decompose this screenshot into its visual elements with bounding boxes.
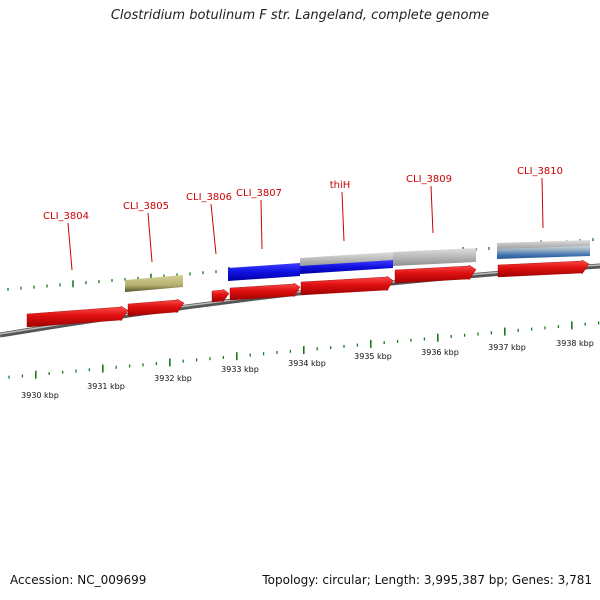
gene-arrow-cli-3807 — [229, 282, 301, 301]
gene-label-leader — [260, 199, 263, 250]
gene-arrow-cli-3810 — [497, 259, 590, 278]
gene-label-leader — [67, 222, 73, 271]
gene-labels: CLI_3804 CLI_3805 CLI_3806 CLI_3807 thiH CLI_… — [43, 166, 563, 271]
gene-arrow-cli-3804 — [26, 305, 129, 328]
kbp-label: 3934 kbp — [288, 359, 326, 368]
kbp-label-group: 3930 kbp 3931 kbp 3932 kbp 3933 kbp 3934 kbp… — [21, 339, 594, 400]
kbp-label: 3937 kbp — [488, 343, 526, 352]
tick-row-lower — [8, 321, 600, 379]
gene-label: thiH — [330, 180, 351, 191]
gene-label: CLI_3807 — [236, 188, 282, 199]
genome-title: Clostridium botulinum F str. Langeland, … — [110, 8, 490, 23]
protein-features — [125, 240, 590, 292]
protein-bar-olive — [125, 275, 183, 292]
gene-arrow-cli-3809 — [394, 264, 477, 284]
kbp-label: 3935 kbp — [354, 352, 392, 361]
gene-label-leader — [541, 177, 544, 229]
protein-bar-blue-2 — [300, 260, 393, 274]
kbp-label: 3931 kbp — [87, 382, 125, 391]
kbp-label: 3932 kbp — [154, 374, 192, 383]
topology-text: Topology: circular; Length: 3,995,387 bp… — [262, 573, 592, 587]
kbp-label: 3933 kbp — [221, 365, 259, 374]
gene-arrow-cli-3806 — [211, 288, 230, 303]
protein-bar-steel — [497, 246, 590, 259]
accession-text: Accession: NC_009699 — [10, 573, 147, 587]
protein-bar-gray-2 — [393, 248, 476, 266]
kbp-label: 3936 kbp — [421, 348, 459, 357]
kbp-label: 3930 kbp — [21, 391, 59, 400]
gene-label: CLI_3809 — [406, 174, 452, 185]
gene-arrows — [26, 259, 590, 328]
gene-label: CLI_3805 — [123, 201, 169, 212]
kbp-label: 3938 kbp — [556, 339, 594, 348]
gene-arrow-thih — [300, 275, 394, 296]
protein-bar-blue-1 — [228, 263, 300, 281]
gene-label: CLI_3804 — [43, 211, 89, 222]
gene-label-leader — [430, 185, 434, 234]
protein-bar-gray-1 — [300, 252, 393, 268]
gene-label-leader — [210, 203, 217, 255]
gene-arrow-cli-3805 — [127, 298, 185, 317]
gene-label: CLI_3810 — [517, 166, 563, 177]
gene-label-leader — [341, 191, 345, 242]
gene-label: CLI_3806 — [186, 192, 232, 203]
gene-label-leader — [147, 212, 153, 263]
